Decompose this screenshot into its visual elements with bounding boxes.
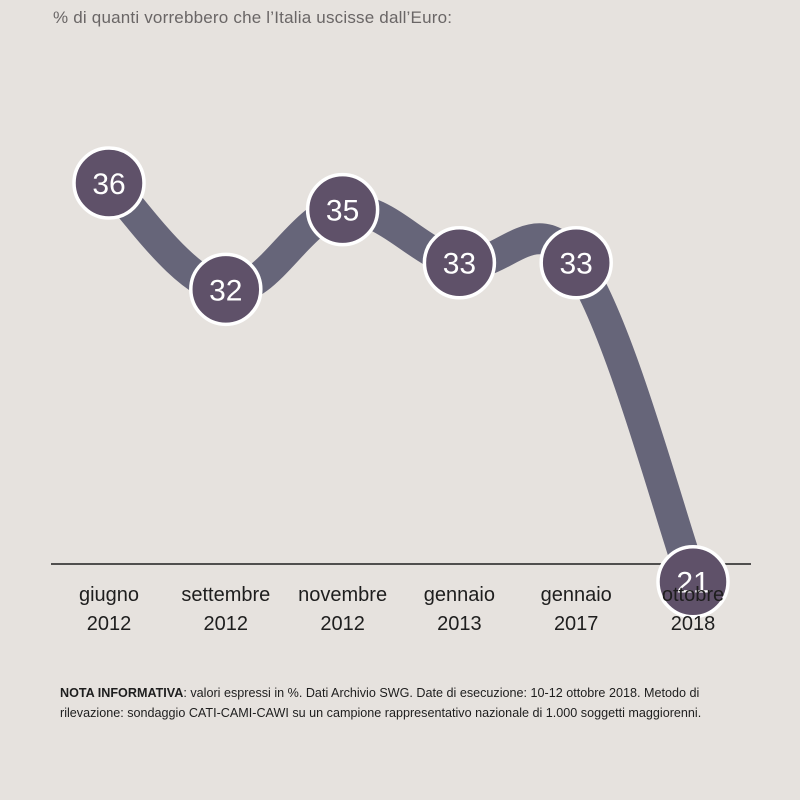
x-tick-label-line: giugno <box>78 584 140 606</box>
x-tick-label-line: 2012 <box>320 613 365 635</box>
x-tick-label-line: ottobre <box>661 584 725 606</box>
x-tick-label-line: 2012 <box>203 613 249 635</box>
x-tick-label-line: 2012 <box>86 613 132 635</box>
data-label: 32 <box>209 274 242 307</box>
x-tick-label-line: gennaio <box>423 584 495 606</box>
data-label: 21 <box>676 567 709 600</box>
data-point-marker <box>656 544 730 619</box>
data-label: 33 <box>443 248 476 281</box>
note-informativa: NOTA INFORMATIVA: valori espressi in %. … <box>60 683 765 723</box>
x-tick-label-line: 2013 <box>437 613 482 635</box>
chart-subtitle: % di quanti vorrebbero che l’Italia usci… <box>53 8 453 27</box>
data-label: 33 <box>560 248 593 281</box>
data-point-marker <box>189 252 263 327</box>
x-tick-label: settembre 2012 <box>161 581 291 639</box>
x-tick-label-line: 2017 <box>553 613 599 635</box>
x-tick-label: ottobre 2018 <box>628 581 758 639</box>
x-tick-label: gennaio 2013 <box>394 581 524 639</box>
x-tick-label: novembre 2012 <box>278 581 408 639</box>
x-tick-label-line: 2018 <box>670 613 716 635</box>
x-tick-label-line: novembre <box>298 584 388 606</box>
data-point-marker <box>422 225 497 300</box>
data-label: 35 <box>326 195 359 228</box>
data-label: 36 <box>92 168 125 201</box>
x-tick-label-line: settembre <box>181 584 271 606</box>
data-point-marker <box>305 172 380 247</box>
data-point-marker <box>72 146 146 220</box>
note-text: : valori espressi in %. Dati Archivio SW… <box>60 686 702 720</box>
x-tick-label: giugno 2012 <box>44 581 174 639</box>
x-tick-label: gennaio 2017 <box>511 581 641 639</box>
x-tick-label-line: gennaio <box>540 584 612 606</box>
data-point-marker <box>539 225 613 300</box>
note-label: NOTA INFORMATIVA <box>60 686 184 700</box>
